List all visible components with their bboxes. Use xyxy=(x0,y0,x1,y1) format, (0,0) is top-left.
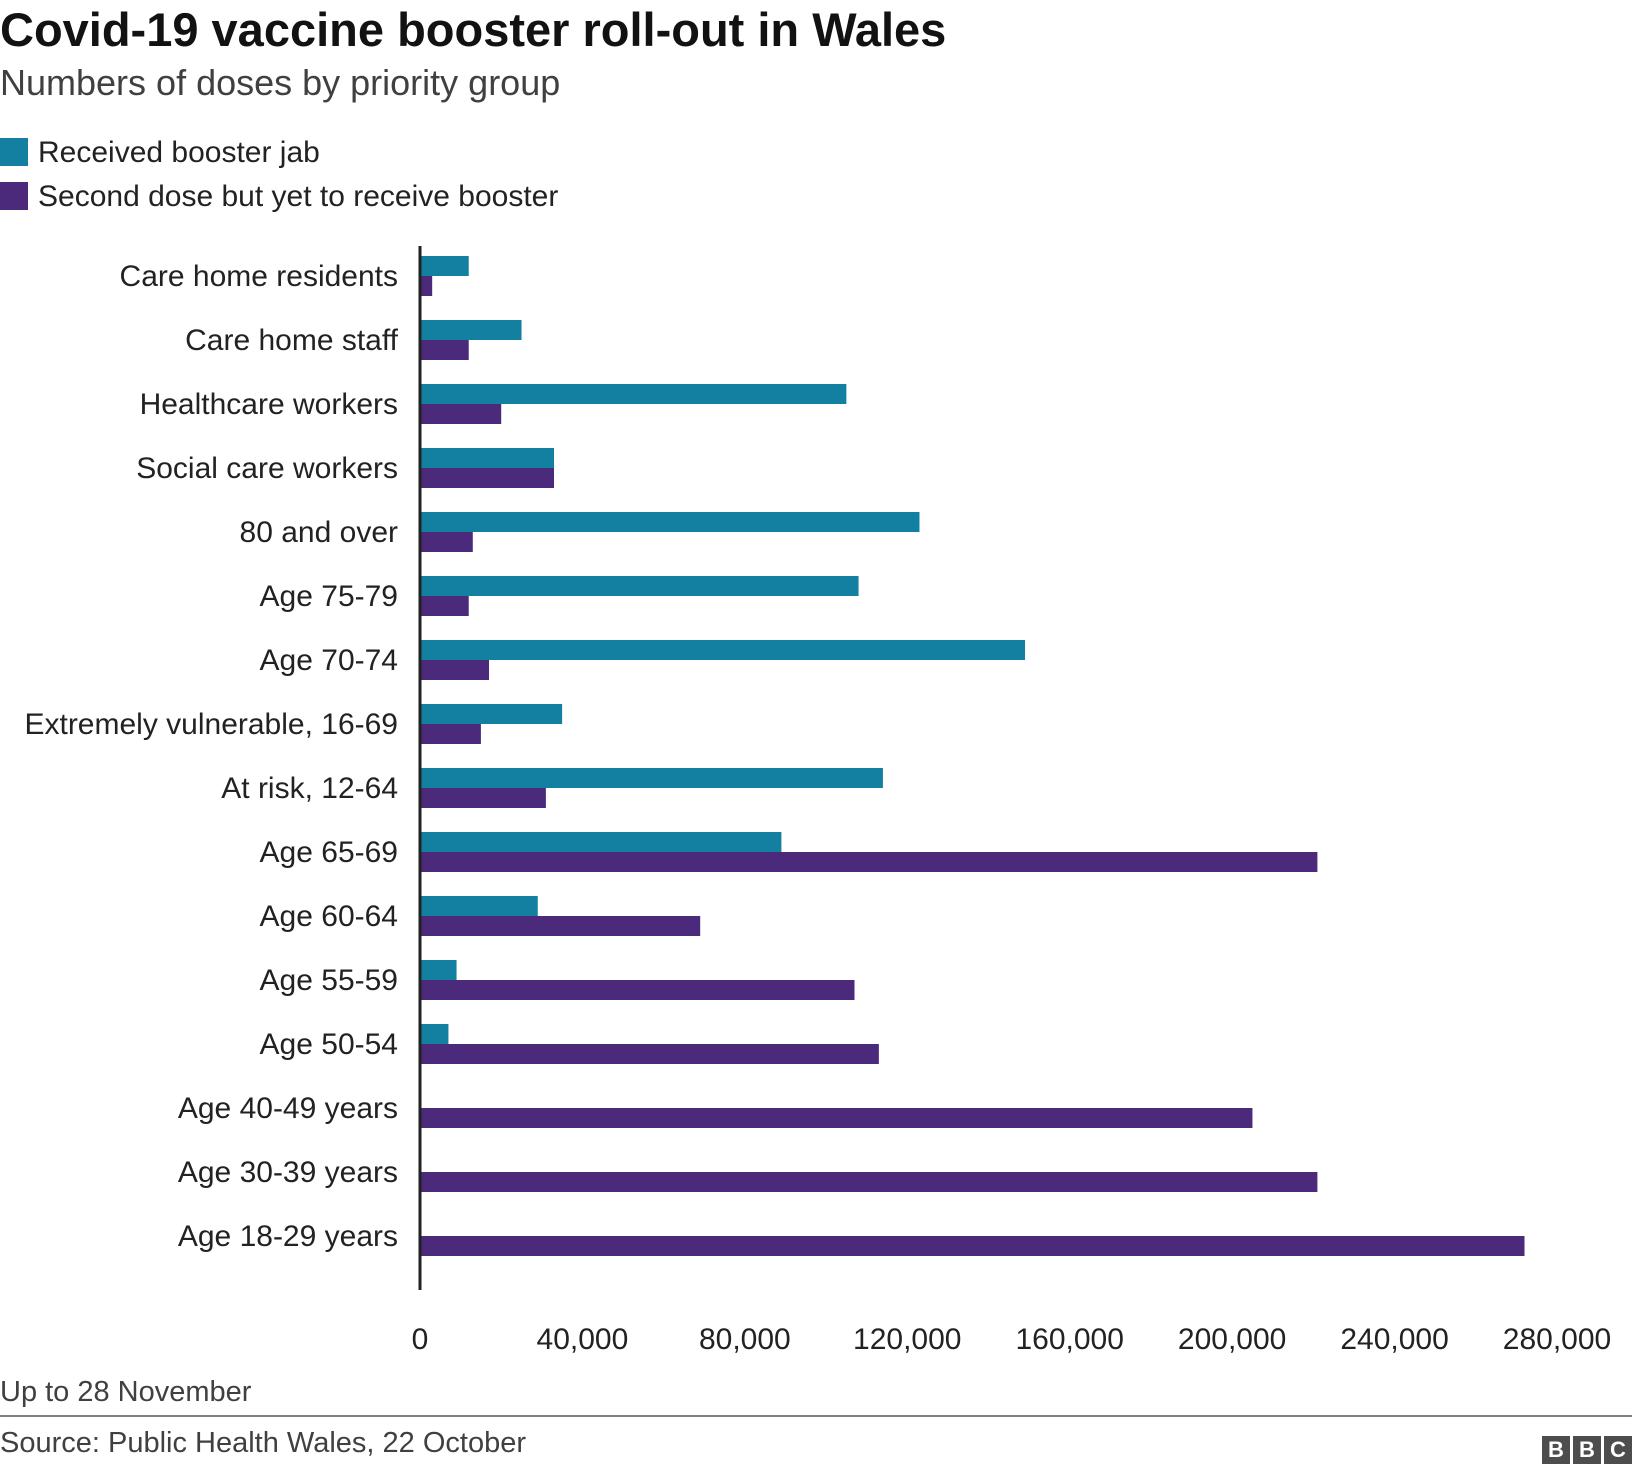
category-label-social-care-workers: Social care workers xyxy=(136,452,398,485)
bar-chart: Care home residents Care home staff Health… xyxy=(24,246,1611,1355)
footer-divider xyxy=(0,1415,1632,1417)
source-text: Source: Public Health Wales, 22 October xyxy=(0,1427,527,1459)
bar-received-booster-jab-age-60-64 xyxy=(420,896,538,916)
x-tick-label-240000: 240,000 xyxy=(1340,1323,1448,1355)
bar-second-dose-but-yet-to-receive-booster-social-care-workers xyxy=(420,468,555,488)
bar-received-booster-jab-care-home-staff xyxy=(420,320,522,340)
bar-second-dose-but-yet-to-receive-booster-at-risk-12-64 xyxy=(420,788,546,808)
bar-second-dose-but-yet-to-receive-booster-age-65-69 xyxy=(420,852,1318,872)
bar-second-dose-but-yet-to-receive-booster-age-18-29-years xyxy=(420,1236,1525,1256)
bar-second-dose-but-yet-to-receive-booster-age-50-54 xyxy=(420,1044,879,1064)
chart-subtitle: Numbers of doses by priority group xyxy=(0,62,561,103)
category-label-extremely-vulnerable-16-69: Extremely vulnerable, 16-69 xyxy=(24,708,398,741)
bar-received-booster-jab-age-75-79 xyxy=(420,576,859,596)
x-tick-label-280000: 280,000 xyxy=(1503,1323,1611,1355)
category-label-age-60-64: Age 60-64 xyxy=(260,900,398,933)
bar-second-dose-but-yet-to-receive-booster-care-home-staff xyxy=(420,340,469,360)
category-label-age-65-69: Age 65-69 xyxy=(260,836,398,869)
bar-received-booster-jab-age-50-54 xyxy=(420,1024,449,1044)
bar-received-booster-jab-80-and-over xyxy=(420,512,920,532)
bar-received-booster-jab-age-70-74 xyxy=(420,640,1026,660)
bar-second-dose-but-yet-to-receive-booster-age-60-64 xyxy=(420,916,701,936)
category-label-age-18-29-years: Age 18-29 years xyxy=(178,1220,398,1253)
logo-letter-3: C xyxy=(1604,1436,1632,1464)
x-tick-label-40000: 40,000 xyxy=(537,1323,629,1355)
chart-title: Covid-19 vaccine booster roll-out in Wal… xyxy=(0,3,947,56)
category-label-age-30-39-years: Age 30-39 years xyxy=(178,1156,398,1189)
category-label-care-home-residents: Care home residents xyxy=(120,260,398,293)
legend-swatch-booster xyxy=(0,138,28,166)
category-label-healthcare-workers: Healthcare workers xyxy=(140,388,398,421)
x-tick-label-160000: 160,000 xyxy=(1015,1323,1123,1355)
bar-received-booster-jab-extremely-vulnerable-16-69 xyxy=(420,704,563,724)
bar-second-dose-but-yet-to-receive-booster-age-55-59 xyxy=(420,980,855,1000)
bar-second-dose-but-yet-to-receive-booster-care-home-residents xyxy=(420,276,433,296)
bar-received-booster-jab-age-55-59 xyxy=(420,960,457,980)
category-label-age-55-59: Age 55-59 xyxy=(260,964,398,997)
category-label-at-risk-12-64: At risk, 12-64 xyxy=(221,772,398,805)
legend-swatch-second-dose xyxy=(0,182,28,210)
bar-second-dose-but-yet-to-receive-booster-80-and-over xyxy=(420,532,473,552)
x-tick-label-0: 0 xyxy=(412,1323,429,1355)
category-label-age-75-79: Age 75-79 xyxy=(260,580,398,613)
logo-letter-1: B xyxy=(1542,1436,1570,1464)
bar-received-booster-jab-healthcare-workers xyxy=(420,384,847,404)
x-tick-label-120000: 120,000 xyxy=(853,1323,961,1355)
legend-label-booster: Received booster jab xyxy=(38,136,320,169)
bar-second-dose-but-yet-to-receive-booster-age-30-39-years xyxy=(420,1172,1318,1192)
bar-second-dose-but-yet-to-receive-booster-age-40-49-years xyxy=(420,1108,1253,1128)
category-label-80-and-over: 80 and over xyxy=(240,516,398,549)
x-tick-label-200000: 200,000 xyxy=(1178,1323,1286,1355)
bbc-logo: B B C xyxy=(1542,1436,1632,1464)
bar-received-booster-jab-care-home-residents xyxy=(420,256,469,276)
logo-letter-2: B xyxy=(1573,1436,1601,1464)
chart-note: Up to 28 November xyxy=(0,1376,252,1408)
x-tick-label-80000: 80,000 xyxy=(699,1323,791,1355)
bar-received-booster-jab-age-65-69 xyxy=(420,832,782,852)
category-label-age-70-74: Age 70-74 xyxy=(260,644,398,677)
bar-second-dose-but-yet-to-receive-booster-healthcare-workers xyxy=(420,404,502,424)
category-label-age-40-49-years: Age 40-49 years xyxy=(178,1092,398,1125)
bar-second-dose-but-yet-to-receive-booster-age-70-74 xyxy=(420,660,490,680)
bar-received-booster-jab-at-risk-12-64 xyxy=(420,768,883,788)
category-label-care-home-staff: Care home staff xyxy=(185,324,399,357)
legend-label-second-dose: Second dose but yet to receive booster xyxy=(38,180,559,213)
bar-second-dose-but-yet-to-receive-booster-age-75-79 xyxy=(420,596,469,616)
bar-second-dose-but-yet-to-receive-booster-extremely-vulnerable-16-69 xyxy=(420,724,481,744)
bar-received-booster-jab-social-care-workers xyxy=(420,448,555,468)
category-label-age-50-54: Age 50-54 xyxy=(260,1028,398,1061)
